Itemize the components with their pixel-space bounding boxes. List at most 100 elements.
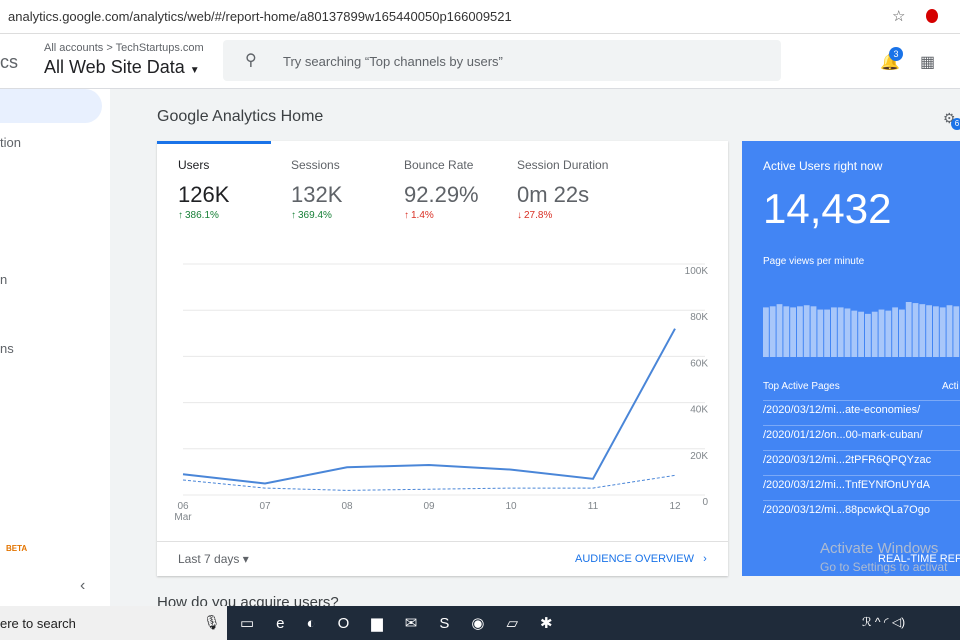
y-tick-label: 60K bbox=[690, 358, 708, 369]
tab-indicator bbox=[157, 141, 271, 144]
metric-value: 92.29% bbox=[404, 182, 479, 207]
bars-title: Page views per minute bbox=[763, 256, 865, 267]
y-tick-label: 100K bbox=[685, 266, 709, 277]
x-tick-label: 06 bbox=[177, 501, 189, 512]
metric-change: 369.4% bbox=[291, 210, 332, 221]
y-tick-label: 20K bbox=[690, 451, 708, 462]
bar bbox=[933, 306, 939, 357]
realtime-title: Active Users right now bbox=[763, 159, 883, 173]
metric-value: 0m 22s bbox=[517, 182, 590, 207]
x-tick-label: 09 bbox=[423, 501, 435, 512]
taskbar-icons[interactable]: ▭e◐O▆✉S◉▱✱ bbox=[240, 615, 575, 632]
metric-label: Users bbox=[178, 158, 210, 172]
sidebar-item[interactable]: n bbox=[0, 272, 8, 287]
mic-icon: 🎙 bbox=[203, 614, 221, 630]
taskbar-search[interactable]: ere to search 🎙 bbox=[0, 606, 227, 640]
active-page: /2020/01/12/on...00-mark-cuban/ bbox=[763, 429, 923, 441]
active-page: /2020/03/12/mi...2tPFR6QPQYzac bbox=[763, 454, 932, 466]
link-text: AUDIENCE OVERVIEW bbox=[575, 553, 694, 565]
search-box[interactable]: ⚲ Try searching “Top channels by users” bbox=[223, 40, 781, 81]
realtime-card: Active Users right now 14,432 Page views… bbox=[742, 141, 960, 576]
metric-change: 27.8% bbox=[517, 210, 552, 221]
line-chart: 0 20K 40K 60K 80K 100K 06 07 08 09 10 11 12 Mar bbox=[174, 263, 709, 523]
bar bbox=[885, 310, 892, 357]
bar bbox=[926, 305, 932, 357]
page-row-line bbox=[763, 475, 960, 476]
app-header: cs All accounts > TechStartups.com All W… bbox=[0, 34, 960, 89]
bar bbox=[837, 307, 844, 357]
bar bbox=[953, 306, 960, 357]
beta-badge: BETA bbox=[6, 544, 28, 553]
table-header-right: Acti bbox=[942, 381, 959, 392]
x-tick-label: 08 bbox=[341, 501, 353, 512]
bar bbox=[790, 307, 796, 357]
property: All Web Site Data bbox=[44, 57, 185, 77]
x-tick-label: 11 bbox=[588, 501, 599, 512]
collapse-icon[interactable]: ‹ bbox=[80, 577, 86, 594]
bar bbox=[858, 311, 864, 357]
browser-bar: analytics.google.com/analytics/web/#/rep… bbox=[0, 0, 960, 34]
bar bbox=[803, 305, 810, 357]
y-tick-label: 40K bbox=[690, 405, 708, 416]
bar bbox=[919, 304, 926, 357]
sidebar-item[interactable]: tion bbox=[0, 135, 21, 150]
bar bbox=[844, 308, 851, 357]
apps-icon[interactable]: ▦ bbox=[920, 54, 936, 71]
audience-link[interactable]: AUDIENCE OVERVIEW › bbox=[575, 553, 707, 565]
search-icon: ⚲ bbox=[245, 52, 257, 69]
metric-value: 132K bbox=[291, 182, 343, 207]
metric-change: 1.4% bbox=[404, 210, 434, 221]
sidebar-item[interactable]: ns bbox=[0, 341, 14, 356]
page-row-line bbox=[763, 500, 960, 501]
metric-label: Session Duration bbox=[517, 158, 609, 172]
metric-label: Sessions bbox=[291, 158, 340, 172]
bar bbox=[899, 309, 905, 357]
active-page: /2020/03/12/mi...TnfEYNfOnUYdA bbox=[763, 479, 930, 491]
sidebar: tion n ns BETA ‹ bbox=[0, 89, 110, 606]
divider bbox=[157, 541, 728, 542]
bar bbox=[892, 307, 898, 357]
page-title: Google Analytics Home bbox=[157, 108, 324, 125]
date-range-text: Last 7 days bbox=[178, 552, 240, 566]
bar bbox=[776, 304, 783, 357]
metric-change: 386.1% bbox=[178, 210, 219, 221]
tray-icons: ℛ ^ ◜ ◁) bbox=[862, 615, 906, 629]
url[interactable]: analytics.google.com/analytics/web/#/rep… bbox=[8, 9, 512, 24]
taskbar-search-text: ere to search bbox=[0, 616, 76, 631]
bar bbox=[769, 306, 776, 357]
opera-icon[interactable] bbox=[926, 9, 938, 23]
bar bbox=[763, 307, 769, 357]
sidebar-active[interactable] bbox=[0, 89, 102, 123]
bar bbox=[783, 306, 790, 357]
realtime-count: 14,432 bbox=[763, 185, 892, 232]
page-row-line bbox=[763, 425, 960, 426]
active-page: /2020/03/12/mi...88pcwkQLa7Ogo bbox=[763, 504, 930, 516]
bar bbox=[851, 310, 858, 357]
account-path[interactable]: All accounts > TechStartups.com bbox=[44, 42, 204, 54]
table-header: Top Active Pages bbox=[763, 381, 840, 392]
bar bbox=[824, 309, 830, 357]
x-tick-label: 10 bbox=[505, 501, 517, 512]
bar bbox=[810, 306, 817, 357]
metric-label: Bounce Rate bbox=[404, 158, 474, 172]
bar bbox=[871, 311, 878, 357]
star-icon[interactable]: ☆ bbox=[892, 8, 906, 25]
x-tick-sublabel: Mar bbox=[174, 512, 192, 523]
realtime-link[interactable]: REAL-TIME REP bbox=[878, 553, 960, 565]
bar bbox=[831, 307, 837, 357]
property-selector[interactable]: All Web Site Data ▼ bbox=[44, 57, 200, 77]
bar bbox=[817, 309, 824, 357]
y-tick-label: 0 bbox=[702, 497, 708, 508]
date-range[interactable]: Last 7 days ▾ bbox=[178, 552, 249, 566]
overview-card: Users 126K 386.1% Sessions 132K 369.4% Bounce … bbox=[157, 141, 728, 576]
bar bbox=[946, 305, 953, 357]
watermark-title: Activate Windows bbox=[820, 540, 939, 557]
search-placeholder: Try searching “Top channels by users” bbox=[283, 54, 503, 69]
bar bbox=[912, 303, 919, 357]
page-row-line bbox=[763, 400, 960, 401]
logo-text: cs bbox=[0, 52, 18, 72]
bar bbox=[939, 307, 946, 357]
y-tick-label: 80K bbox=[690, 312, 708, 323]
series-line bbox=[182, 328, 676, 485]
